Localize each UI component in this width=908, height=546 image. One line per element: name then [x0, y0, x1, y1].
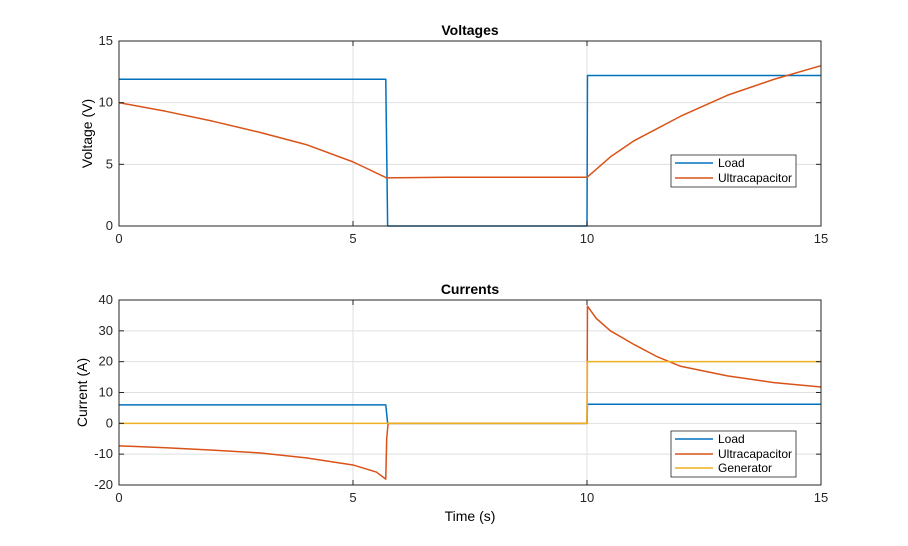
- voltages-plot-area: [119, 41, 821, 226]
- voltages-series-line-ultracapacitor: [118, 64, 822, 179]
- currents-legend-label-load: Load: [718, 432, 745, 446]
- voltages-y-tick-label: 5: [106, 156, 113, 171]
- currents-x-tick-label: 5: [349, 490, 356, 505]
- currents-y-tick-label: 0: [106, 415, 113, 430]
- currents-y-tick-labels: -20 -10 0 10 20 30 40: [94, 292, 113, 492]
- voltages-legend-label-load: Load: [718, 156, 745, 170]
- voltages-y-tick-label: 0: [106, 218, 113, 233]
- currents-y-tick-label: 20: [99, 354, 113, 369]
- voltages-legend-label-ultracapacitor: Ultracapacitor: [718, 171, 792, 185]
- voltages-x-tick-label: 15: [814, 231, 828, 246]
- voltages-legend-box: [670, 154, 797, 188]
- voltages-y-tick-label: 10: [99, 95, 113, 110]
- currents-y-tick-label: 40: [99, 292, 113, 307]
- currents-legend-label-ultracapacitor: Ultracapacitor: [718, 447, 792, 461]
- currents-y-tick-label: -20: [94, 477, 113, 492]
- currents-title: Currents: [441, 281, 500, 297]
- currents-y-tick-label: -10: [94, 446, 113, 461]
- currents-tick-marks: [118, 299, 822, 486]
- voltages-panel: Voltages Voltage (V) 0 5 10 15 0 5 10 15…: [79, 22, 828, 246]
- voltages-y-tick-labels: 0 5 10 15: [99, 33, 113, 233]
- voltages-x-tick-label: 10: [580, 231, 594, 246]
- voltages-x-tick-label: 5: [349, 231, 356, 246]
- voltages-tick-marks: [118, 40, 822, 227]
- voltages-legend: Load Ultracapacitor: [670, 154, 797, 188]
- voltages-x-tick-labels: 0 5 10 15: [115, 231, 828, 246]
- currents-legend-label-generator: Generator: [718, 461, 772, 475]
- currents-y-axis-label: Current (A): [74, 358, 90, 427]
- voltages-y-axis-label: Voltage (V): [79, 99, 95, 168]
- currents-x-tick-labels: 0 5 10 15: [115, 490, 828, 505]
- currents-lines: [118, 305, 822, 480]
- currents-x-tick-label: 0: [115, 490, 122, 505]
- voltages-y-tick-label: 15: [99, 33, 113, 48]
- currents-x-axis-label: Time (s): [445, 508, 496, 524]
- currents-x-tick-label: 15: [814, 490, 828, 505]
- currents-y-tick-label: 30: [99, 323, 113, 338]
- voltages-axes-box: [118, 40, 822, 227]
- currents-x-tick-label: 10: [580, 490, 594, 505]
- currents-y-tick-label: 10: [99, 385, 113, 400]
- voltages-x-tick-label: 0: [115, 231, 122, 246]
- currents-legend: Load Ultracapacitor Generator: [670, 430, 797, 478]
- currents-series-line-generator: [119, 360, 821, 425]
- currents-panel: Currents Current (A) Time (s) 0 5 10 15 …: [74, 281, 828, 524]
- voltages-title: Voltages: [441, 22, 499, 38]
